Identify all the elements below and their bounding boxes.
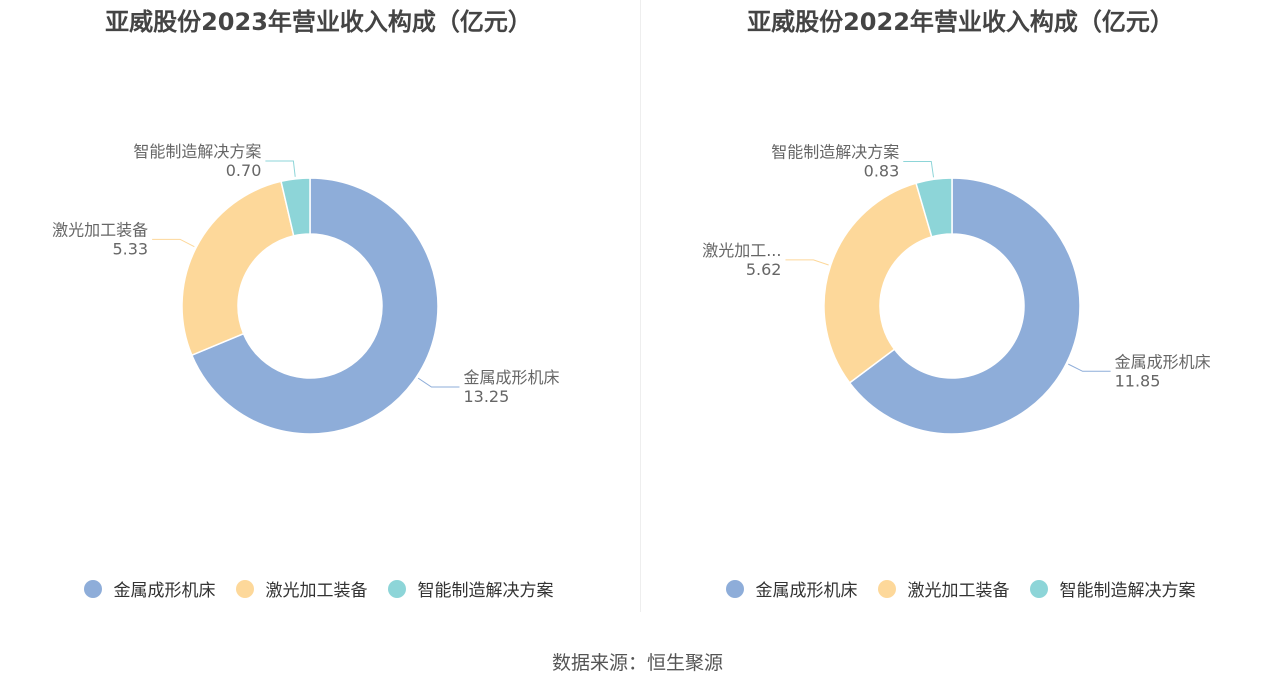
panel-divider <box>640 0 641 612</box>
slice-label-smart-manufacturing: 智能制造解决方案 <box>771 142 899 161</box>
legend-label: 激光加工装备 <box>907 581 1010 601</box>
leader-line-metal-forming <box>417 377 460 388</box>
legend-label: 金属成形机床 <box>755 581 858 601</box>
data-source: 数据来源：恒生聚源 <box>551 652 723 674</box>
slice-value-metal-forming: 13.25 <box>463 387 509 406</box>
slice-smart-manufacturing[interactable] <box>280 177 311 237</box>
slice-label-smart-manufacturing: 智能制造解决方案 <box>133 142 261 161</box>
legend-item-metal-forming[interactable]: 金属成形机床 <box>725 576 858 601</box>
slice-label-laser: 激光加工装备 <box>52 220 148 239</box>
slice-value-metal-forming: 11.85 <box>1115 371 1161 390</box>
chart-panel-2023: 亚威股份2023年营业收入构成（亿元） 金属成形机床 13.25 激光加工装备 5.3… <box>0 0 637 612</box>
slice-value-smart-manufacturing: 0.83 <box>864 161 900 180</box>
leader-line-laser <box>152 238 195 248</box>
legend-item-laser[interactable]: 激光加工装备 <box>235 576 368 601</box>
slice-label-metal-forming: 金属成形机床 <box>1115 352 1211 371</box>
legend-label: 激光加工装备 <box>265 581 368 601</box>
slice-value-smart-manufacturing: 0.70 <box>226 161 262 180</box>
legend-item-laser[interactable]: 激光加工装备 <box>877 576 1010 601</box>
chart-panel-2022: 亚威股份2022年营业收入构成（亿元） 金属成形机床 11.85 激光加工... 5.… <box>642 0 1275 612</box>
slice-laser[interactable] <box>181 180 295 357</box>
leader-line-metal-forming <box>1068 363 1111 372</box>
legend-2022: 金属成形机床 激光加工装备 智能制造解决方案 <box>642 576 1275 601</box>
legend-2023: 金属成形机床 激光加工装备 智能制造解决方案 <box>0 576 637 601</box>
legend-marker-metal-forming <box>83 579 102 598</box>
legend-marker-laser <box>877 579 896 598</box>
legend-label: 金属成形机床 <box>113 581 216 601</box>
leader-line-laser <box>785 259 829 266</box>
legend-item-smart-manufacturing[interactable]: 智能制造解决方案 <box>387 576 554 601</box>
legend-marker-laser <box>235 579 254 598</box>
legend-marker-smart-manufacturing <box>1029 579 1048 598</box>
slice-label-laser: 激光加工... <box>702 241 781 260</box>
slice-smart-manufacturing[interactable] <box>915 177 953 238</box>
legend-marker-smart-manufacturing <box>387 579 406 598</box>
legend-label: 智能制造解决方案 <box>417 581 554 601</box>
slice-laser[interactable] <box>823 182 933 384</box>
slice-metal-forming[interactable] <box>190 177 439 435</box>
chart-title-2023: 亚威股份2023年营业收入构成（亿元） <box>105 8 532 36</box>
slice-label-metal-forming: 金属成形机床 <box>463 368 559 387</box>
leader-line-smart-manufacturing <box>265 160 296 177</box>
slice-value-laser: 5.62 <box>746 260 782 279</box>
chart-title-2022: 亚威股份2022年营业收入构成（亿元） <box>747 8 1174 36</box>
slice-metal-forming[interactable] <box>848 177 1081 435</box>
legend-marker-metal-forming <box>725 579 744 598</box>
legend-label: 智能制造解决方案 <box>1059 581 1196 601</box>
legend-item-metal-forming[interactable]: 金属成形机床 <box>83 576 216 601</box>
slice-value-laser: 5.33 <box>112 239 148 258</box>
leader-line-smart-manufacturing <box>903 160 935 178</box>
legend-item-smart-manufacturing[interactable]: 智能制造解决方案 <box>1029 576 1196 601</box>
